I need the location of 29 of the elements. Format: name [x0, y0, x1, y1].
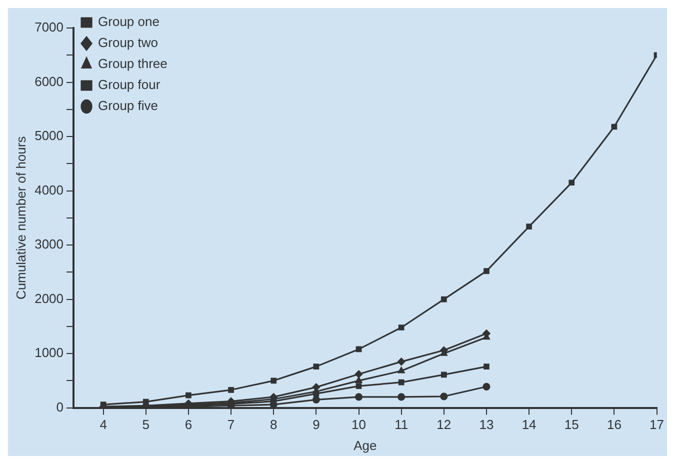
x-tick-label: 5 — [142, 417, 150, 432]
y-tick-label: 6000 — [34, 74, 64, 89]
x-tick-label: 13 — [479, 417, 494, 432]
legend-label: Group three — [98, 56, 168, 72]
y-tick-label: 0 — [56, 399, 64, 414]
legend-label: Group four — [98, 77, 161, 92]
legend-label: Group two — [98, 35, 158, 50]
x-tick-label: 8 — [270, 417, 278, 432]
x-tick-label: 6 — [184, 417, 192, 432]
legend-label: Group five — [98, 98, 158, 114]
y-tick-label: 1000 — [34, 345, 64, 360]
y-tick-label: 5000 — [34, 128, 64, 144]
x-tick-label: 7 — [227, 417, 235, 432]
y-tick-label: 7000 — [34, 20, 64, 35]
y-tick-label: 4000 — [34, 182, 64, 198]
y-tick-label: 2000 — [34, 290, 64, 306]
x-tick-label: 4 — [100, 417, 107, 432]
legend-label: Group one — [98, 14, 160, 30]
x-tick-label: 12 — [436, 417, 452, 432]
y-axis-title: Cumulative number of hours — [13, 136, 28, 300]
x-tick-label: 15 — [564, 417, 579, 432]
x-tick-label: 16 — [606, 417, 622, 432]
x-tick-label: 9 — [312, 417, 320, 432]
x-tick-label: 14 — [522, 417, 536, 432]
x-axis-title: Age — [354, 438, 377, 453]
x-tick-label: 10 — [352, 417, 366, 432]
x-tick-label: 17 — [650, 417, 664, 432]
y-tick-label: 3000 — [34, 236, 64, 252]
x-tick-label: 11 — [394, 417, 408, 432]
